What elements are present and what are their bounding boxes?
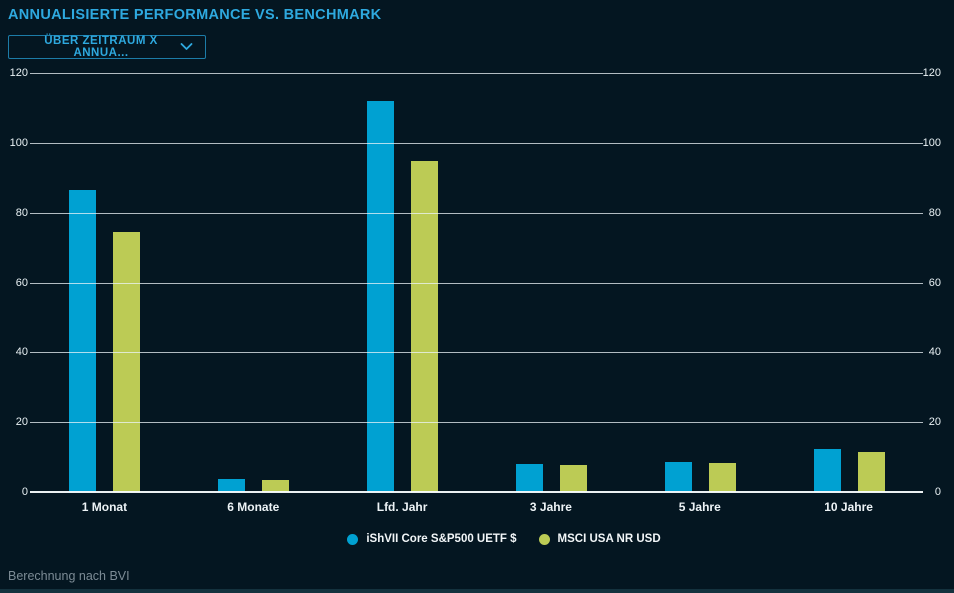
x-axis-line (30, 491, 923, 493)
y-tick-label-tick-right-20: 20 (928, 416, 941, 429)
gridline-120 (30, 73, 923, 74)
legend-dot-icon (538, 533, 550, 545)
chart-area: 0 0 20 20 40 40 60 60 80 80 100 100 120 120 (0, 67, 954, 498)
x-tick-label-lfd-jahr: Lfd. Jahr (376, 500, 428, 514)
y-tick-label-tick-right-80: 80 (928, 206, 941, 219)
bar-ishvii-core-s-p500-uetf-10-jahre (813, 449, 841, 492)
legend-item-ishvii-core-s-p500-uetf[interactable]: iShVII Core S&P500 UETF $ (347, 533, 517, 545)
bar-group-lfd-jahr (328, 73, 477, 492)
x-tick-label-10-jahre: 10 Jahre (824, 500, 873, 514)
y-tick-label-tick-left-80: 80 (15, 206, 28, 219)
y-tick-label-tick-left-120: 120 (9, 67, 28, 79)
zeitraum-dropdown-label: ÜBER ZEITRAUM X ANNUA... (44, 35, 158, 59)
y-tick-label-tick-left-40: 40 (15, 346, 28, 359)
x-axis-labels: 1 Monat 6 Monate Lfd. Jahr 3 Jahre 5 Jahre 10… (30, 500, 923, 520)
y-tick-label-tick-right-40: 40 (928, 346, 941, 359)
y-tick-label-tick-left-0: 0 (21, 486, 28, 498)
bar-ishvii-core-s-p500-uetf-3-jahre (515, 464, 543, 492)
y-tick-label-tick-left-60: 60 (15, 276, 28, 289)
legend-dot-icon (347, 533, 359, 545)
y-tick-label-tick-left-100: 100 (9, 136, 28, 149)
bar-ishvii-core-s-p500-uetf-6-monate (218, 478, 246, 492)
plot-area (30, 73, 923, 493)
bar-ishvii-core-s-p500-uetf-5-jahre (664, 461, 692, 492)
footer-note: Berechnung nach BVI (8, 569, 130, 583)
bar-msci-usa-nr-usd-5-jahre (708, 463, 736, 492)
gridline-40 (30, 352, 923, 354)
bar-msci-usa-nr-usd-6-monate (262, 480, 290, 492)
legend-label: MSCI USA NR USD (557, 533, 661, 545)
y-tick-label-tick-right-100: 100 (922, 136, 941, 149)
gridline-100 (30, 142, 923, 144)
gridline-80 (30, 212, 923, 214)
bar-msci-usa-nr-usd-10-jahre (857, 451, 885, 492)
page-title: ANNUALISIERTE PERFORMANCE VS. BENCHMARK (8, 7, 382, 23)
bottom-strip (0, 589, 954, 593)
gridline-20 (30, 422, 923, 424)
x-tick-label-5-jahre: 5 Jahre (678, 500, 721, 514)
bar-msci-usa-nr-usd-3-jahre (559, 465, 587, 492)
bar-msci-usa-nr-usd-lfd-jahr (411, 161, 439, 492)
x-tick-label-3-jahre: 3 Jahre (529, 500, 572, 514)
chevron-down-icon (180, 43, 193, 51)
bar-group-6-monate (179, 73, 328, 492)
y-tick-label-tick-right-0: 0 (934, 486, 941, 498)
bar-group-5-jahre (625, 73, 774, 492)
bar-group-10-jahre (774, 73, 923, 492)
zeitraum-dropdown[interactable]: ÜBER ZEITRAUM X ANNUA... (8, 35, 206, 59)
legend-label: iShVII Core S&P500 UETF $ (366, 533, 517, 545)
bar-group-1-monat (30, 73, 179, 492)
gridline-60 (30, 282, 923, 284)
bar-ishvii-core-s-p500-uetf-1-monat (69, 189, 97, 492)
y-tick-label-tick-right-60: 60 (928, 276, 941, 289)
x-tick-label-6-monate: 6 Monate (227, 500, 280, 514)
y-tick-label-tick-right-120: 120 (922, 67, 941, 79)
legend-item-msci-usa-nr-usd[interactable]: MSCI USA NR USD (538, 533, 661, 545)
y-tick-label-tick-left-20: 20 (15, 416, 28, 429)
bar-group-3-jahre (477, 73, 626, 492)
bar-msci-usa-nr-usd-1-monat (113, 231, 141, 492)
x-tick-label-1-monat: 1 Monat (81, 500, 128, 514)
bar-ishvii-core-s-p500-uetf-lfd-jahr (367, 100, 395, 492)
chart-legend: iShVII Core S&P500 UETF $ MSCI USA NR USD (27, 533, 954, 545)
